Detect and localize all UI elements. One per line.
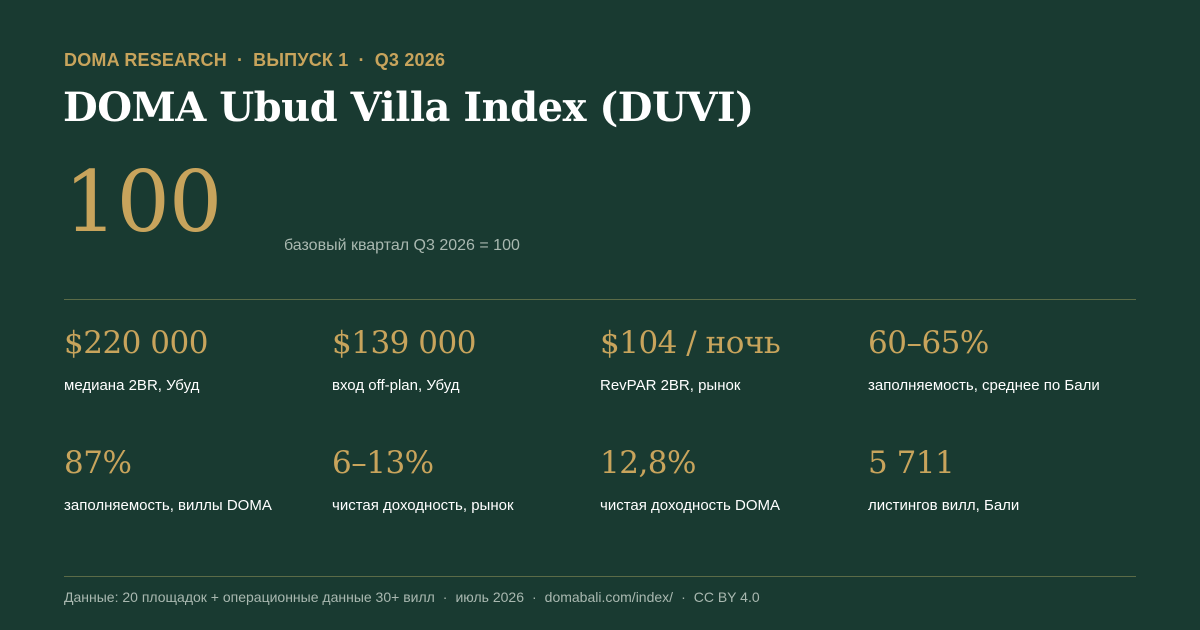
stat-label: заполняемость, виллы DOMA <box>64 497 272 514</box>
stat-listings: 5 711 листингов вилл, Бали <box>868 445 1128 515</box>
footer-separator: · <box>681 589 686 605</box>
stat-label: заполняемость, среднее по Бали <box>868 377 1100 394</box>
stat-value: 12,8% <box>600 445 696 481</box>
divider-bottom <box>64 576 1136 577</box>
kicker-brand: DOMA RESEARCH <box>64 50 227 70</box>
stat-value: 6–13% <box>332 445 434 481</box>
index-value: 100 <box>64 153 222 251</box>
stat-label: RevPAR 2BR, рынок <box>600 377 741 394</box>
footer-source: Данные: 20 площадок + операционные данны… <box>64 589 435 605</box>
kicker-separator: · <box>236 50 244 70</box>
stat-label: листингов вилл, Бали <box>868 497 1020 514</box>
stat-value: 60–65% <box>868 325 989 361</box>
kicker-issue: ВЫПУСК 1 <box>253 50 349 70</box>
kicker-line: DOMA RESEARCH · ВЫПУСК 1 · Q3 2026 <box>64 50 445 71</box>
stat-net-yield-doma: 12,8% чистая доходность DOMA <box>600 445 860 515</box>
stat-offplan-entry: $139 000 вход off-plan, Убуд <box>332 325 592 395</box>
stat-value: $220 000 <box>64 325 208 361</box>
stat-value: 87% <box>64 445 132 481</box>
index-base-note: базовый квартал Q3 2026 = 100 <box>284 237 520 254</box>
footer: Данные: 20 площадок + операционные данны… <box>64 589 760 605</box>
page-title: DOMA Ubud Villa Index (DUVI) <box>63 84 754 131</box>
stat-label: чистая доходность, рынок <box>332 497 514 514</box>
footer-license: CC BY 4.0 <box>693 589 760 605</box>
footer-url[interactable]: domabali.com/index/ <box>544 589 674 605</box>
footer-separator: · <box>531 589 537 605</box>
kicker-separator: · <box>358 50 365 70</box>
divider-top <box>64 299 1136 300</box>
stat-label: медиана 2BR, Убуд <box>64 377 200 394</box>
stat-label: вход off-plan, Убуд <box>332 377 460 394</box>
stat-revpar: $104 / ночь RevPAR 2BR, рынок <box>600 325 860 395</box>
stat-label: чистая доходность DOMA <box>600 497 781 514</box>
stat-median-2br: $220 000 медиана 2BR, Убуд <box>64 325 324 395</box>
stat-value: $104 / ночь <box>600 325 781 361</box>
kicker-quarter: Q3 2026 <box>374 50 446 70</box>
footer-separator: · <box>442 589 448 605</box>
stat-value: $139 000 <box>332 325 476 361</box>
stat-occupancy-bali: 60–65% заполняемость, среднее по Бали <box>868 325 1128 395</box>
footer-date: июль 2026 <box>455 589 524 605</box>
stat-net-yield-market: 6–13% чистая доходность, рынок <box>332 445 592 515</box>
stat-occupancy-doma: 87% заполняемость, виллы DOMA <box>64 445 324 515</box>
stat-value: 5 711 <box>868 445 955 481</box>
